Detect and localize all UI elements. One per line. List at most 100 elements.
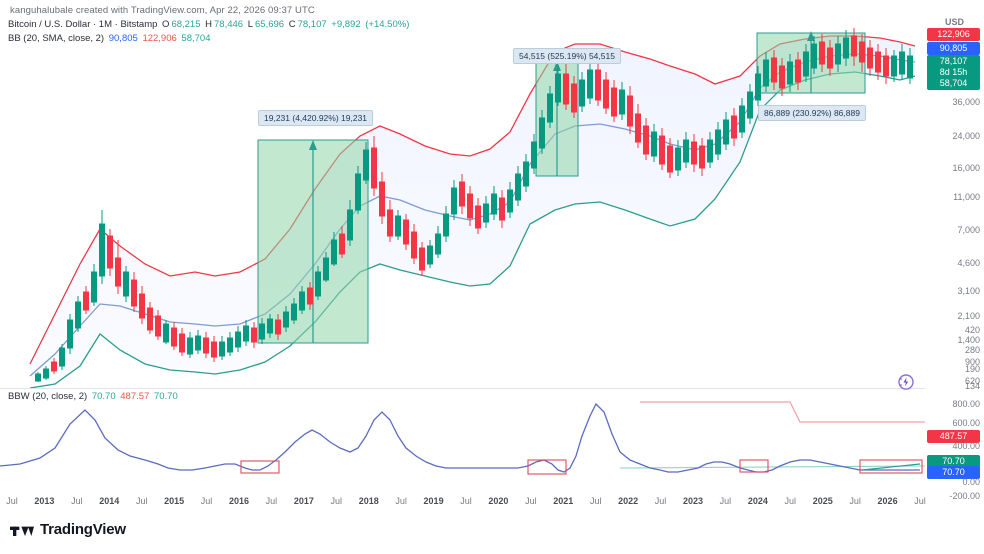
legend-symbol[interactable]: Bitcoin / U.S. Dollar · 1M · Bitstamp <box>8 19 158 30</box>
badge-bbw-green: 70.70 <box>927 455 980 468</box>
legend-bbw-value-2: 487.57 <box>120 391 150 402</box>
badge-countdown: 8d 15h <box>927 66 980 79</box>
price-tick-190: 190 <box>964 364 980 374</box>
price-tick-11000: 11,000 <box>953 192 980 202</box>
tradingview-wordmark: TradingView <box>40 521 126 538</box>
time-label-jul-16: Jul <box>525 496 537 506</box>
bbw-tick-600: 600.00 <box>952 418 980 428</box>
bbw-upper-reference-line <box>640 401 925 423</box>
time-label-2024-23: 2024 <box>747 496 768 506</box>
bbw-tick-800: 800.00 <box>952 399 980 409</box>
price-tick-2100: 2,100 <box>957 311 980 321</box>
price-tick-36000: 36,000 <box>952 97 980 107</box>
bbw-tick-neg200: -200.00 <box>949 491 980 501</box>
time-label-2021-17: 2021 <box>553 496 574 506</box>
measure-box-1[interactable] <box>257 139 369 344</box>
time-label-jul-12: Jul <box>395 496 407 506</box>
price-tick-420: 420 <box>964 325 980 335</box>
legend-close-value: 78,107 <box>297 19 327 30</box>
legend-bb-basis: 90,805 <box>108 33 138 44</box>
measure-label-3[interactable]: 86,889 (230.92%) 86,889 <box>758 105 866 121</box>
time-label-2016-7: 2016 <box>228 496 250 506</box>
time-label-jul-26: Jul <box>849 496 861 506</box>
time-label-jul-0: Jul <box>6 496 18 506</box>
price-tick-4600: 4,600 <box>957 258 980 268</box>
legend-open-value: 68,215 <box>171 19 201 30</box>
time-label-2019-13: 2019 <box>423 496 444 506</box>
time-label-jul-14: Jul <box>460 496 472 506</box>
price-tick-3100: 3,100 <box>957 286 980 296</box>
price-plot-svg <box>29 28 916 388</box>
legend-bbw-value-3: 70.70 <box>153 391 178 402</box>
lightning-icon-svg <box>898 374 914 390</box>
price-tick-1400: 1,400 <box>957 335 980 345</box>
legend-low-value: 65,696 <box>255 19 285 30</box>
time-label-jul-8: Jul <box>265 496 278 506</box>
badge-bb-basis: 90,805 <box>927 42 980 55</box>
squeeze-box-4[interactable] <box>859 459 923 474</box>
tradingview-logo-icon <box>10 526 34 536</box>
legend-change-percent: (+14.50%) <box>365 19 410 30</box>
legend-bb-upper: 122,906 <box>142 33 177 44</box>
badge-bb-lower: 58,704 <box>927 77 980 90</box>
time-label-jul-24: Jul <box>784 496 797 506</box>
price-tick-24000: 24,000 <box>952 131 980 141</box>
bbw-plot-svg <box>0 401 925 475</box>
squeeze-box-1[interactable] <box>240 460 280 474</box>
candlestick-series <box>35 28 913 382</box>
lightning-badge-icon[interactable] <box>896 372 916 392</box>
chart-legend-bollinger[interactable]: BB (20, SMA, close, 2) 90,805 122,906 58… <box>8 33 212 44</box>
price-tick-7000: 7,000 <box>957 225 980 235</box>
legend-bb-lower: 58,704 <box>181 33 211 44</box>
squeeze-box-3[interactable] <box>739 459 769 473</box>
bbw-tick-400: 400.00 <box>952 441 980 451</box>
legend-high-value: 78,446 <box>214 19 244 30</box>
bbw-lower-reference-line <box>619 465 925 469</box>
legend-bbw-value-1: 70.70 <box>91 391 116 402</box>
legend-bb-title[interactable]: BB (20, SMA, close, 2) <box>8 33 105 44</box>
price-tick-134: 134 <box>964 381 980 391</box>
squeeze-box-2[interactable] <box>527 459 567 475</box>
time-label-jul-20: Jul <box>654 496 667 506</box>
badge-last-price: 78,107 <box>927 55 980 68</box>
time-label-2015-5: 2015 <box>164 496 185 506</box>
time-label-jul-22: Jul <box>719 496 732 506</box>
legend-bbw-title[interactable]: BBW (20, close, 2) <box>8 391 88 402</box>
squeeze-trend-line <box>861 463 921 471</box>
time-label-2014-3: 2014 <box>99 496 120 506</box>
badge-bbw-peak: 487.57 <box>927 430 980 443</box>
price-scale[interactable]: USD 122,906 90,805 78,107 8d 15h 58,704 … <box>925 0 984 554</box>
measure-label-1[interactable]: 19,231 (4,420.92%) 19,231 <box>258 110 374 126</box>
chart-legend-bbw[interactable]: BBW (20, close, 2) 70.70 487.57 70.70 <box>8 391 180 402</box>
pane-divider <box>0 388 925 389</box>
time-label-jul-28: Jul <box>914 496 926 506</box>
time-label-2023-21: 2023 <box>682 496 704 506</box>
legend-high-label: H <box>205 19 213 30</box>
time-label-jul-18: Jul <box>589 496 602 506</box>
time-label-2017-9: 2017 <box>293 496 314 506</box>
currency-label: USD <box>944 17 964 27</box>
time-label-2020-15: 2020 <box>488 496 509 506</box>
time-scale[interactable]: Jul 2013 Jul 2014 Jul 2015 Jul 2016 Jul 2017 Jul 20… <box>0 496 926 516</box>
measure-label-2[interactable]: 54,515 (525.19%) 54,515 <box>513 48 621 64</box>
time-label-jul-4: Jul <box>135 496 148 506</box>
price-tick-620: 620 <box>964 376 980 386</box>
time-label-2013-1: 2013 <box>34 496 55 506</box>
tradingview-branding: TradingView <box>10 521 126 538</box>
price-tick-280: 280 <box>964 345 980 355</box>
time-label-jul-6: Jul <box>200 496 213 506</box>
price-tick-16000: 16,000 <box>952 163 980 173</box>
bollinger-lower-line <box>29 71 916 388</box>
bbw-indicator-pane[interactable] <box>0 390 925 495</box>
bbw-main-line <box>0 402 920 473</box>
legend-open-label: O <box>162 19 170 30</box>
price-chart-pane[interactable] <box>0 14 925 388</box>
time-label-jul-10: Jul <box>330 496 343 506</box>
badge-bb-upper: 122,906 <box>927 28 980 41</box>
legend-low-label: L <box>247 19 254 30</box>
legend-close-label: C <box>288 19 296 30</box>
bbw-tick-0: 0.00 <box>962 477 980 487</box>
time-label-2018-11: 2018 <box>358 496 379 506</box>
